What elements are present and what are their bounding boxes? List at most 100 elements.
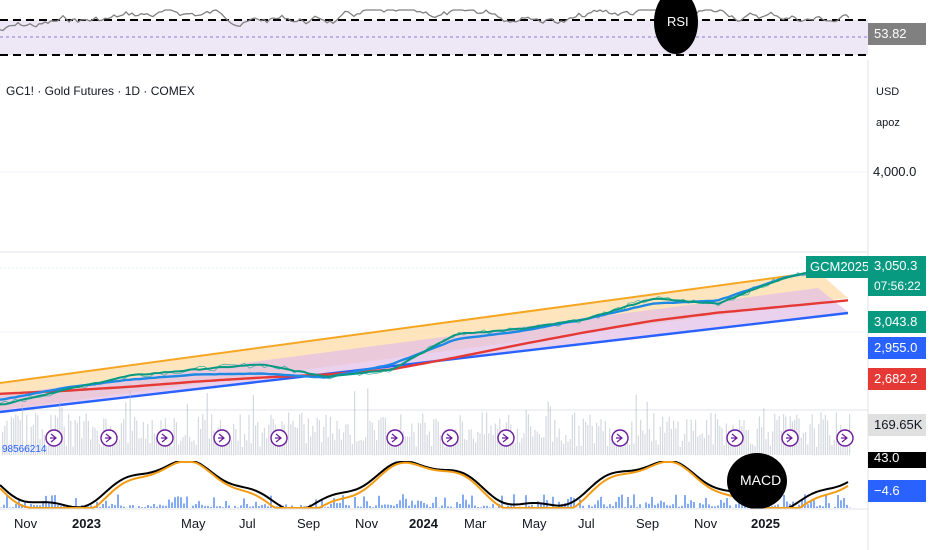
rsi-panel[interactable]	[0, 0, 868, 56]
volume-bar	[607, 445, 609, 455]
volume-bar	[382, 417, 384, 455]
volume-bar	[750, 443, 752, 455]
volume-bar	[818, 424, 820, 455]
macd-hist-bar	[537, 501, 539, 508]
macd-panel[interactable]	[0, 453, 851, 509]
macd-hist-bar	[264, 504, 266, 508]
macd-hist-bar	[678, 506, 680, 508]
symbol-title[interactable]: GC1! · Gold Futures · 1D · COMEX	[6, 84, 195, 98]
volume-bar	[679, 446, 681, 455]
macd-hist-bar	[90, 505, 92, 508]
macd-hist-bar	[207, 505, 209, 508]
macd-hist-bar	[618, 496, 620, 508]
volume-bar	[668, 416, 670, 455]
volume-bar	[774, 413, 776, 455]
volume-bar	[530, 426, 532, 455]
macd-hist-bar	[162, 505, 164, 508]
volume-bar	[120, 423, 122, 455]
macd-hist-bar	[531, 504, 533, 508]
macd-hist-bar	[219, 506, 221, 508]
volume-bar	[543, 437, 545, 455]
volume-bar	[547, 401, 549, 455]
volume-bar	[241, 446, 243, 455]
volume-bar	[65, 445, 67, 455]
event-arrow-icon	[161, 433, 168, 443]
macd-hist-bar	[507, 505, 509, 508]
volume-bar	[411, 423, 413, 455]
volume-bar	[398, 437, 400, 455]
volume-bar	[536, 431, 538, 455]
volume-bar	[464, 439, 466, 455]
contract-badge: GCM2025	[806, 256, 869, 278]
macd-hist-bar	[201, 504, 203, 508]
macd-hist-bar	[708, 504, 710, 508]
macd-hist-bar	[660, 500, 662, 508]
macd-hist-bar	[648, 503, 650, 508]
volume-bar	[334, 440, 336, 455]
volume-bar	[433, 419, 435, 455]
macd-hist-bar	[486, 505, 488, 508]
volume-bar	[598, 426, 600, 455]
volume-bar	[541, 437, 543, 455]
volume-bar	[615, 437, 617, 455]
volume-bar	[712, 444, 714, 455]
volume-bar	[545, 416, 547, 455]
macd-hist-bar	[603, 504, 605, 508]
volume-bar	[745, 429, 747, 455]
volume-bar	[61, 407, 63, 455]
macd-hist-bar	[657, 503, 659, 508]
volume-bar	[316, 417, 318, 455]
macd-hist-bar	[138, 506, 140, 508]
volume-bar	[525, 410, 527, 455]
volume-bar	[556, 437, 558, 455]
volume-bar	[701, 433, 703, 455]
macd-hist-bar	[117, 494, 119, 508]
volume-bar	[560, 440, 562, 455]
price-channel	[0, 271, 849, 414]
macd-hist-bar	[774, 505, 776, 508]
volume-bar	[596, 422, 598, 455]
volume-left-value: 98566214	[2, 444, 47, 455]
macd-hist-bar	[699, 503, 701, 508]
volume-bar	[409, 436, 411, 455]
macd-hist-bar	[399, 500, 401, 508]
event-markers[interactable]	[45, 429, 854, 447]
macd-hist-bar	[525, 495, 527, 508]
macd-hist-bar	[375, 505, 377, 508]
volume-bar	[714, 413, 716, 455]
event-arrow-icon	[446, 433, 453, 443]
macd-hist-bar	[621, 494, 623, 508]
volume-bar	[673, 420, 675, 455]
volume-bar	[402, 431, 404, 455]
volume-bar	[46, 446, 48, 455]
macd-hist-bar	[432, 502, 434, 508]
volume-bar	[813, 428, 815, 455]
macd-hist-bar	[483, 505, 485, 508]
macd-hist-bar	[840, 500, 842, 508]
time-axis-label: May	[181, 516, 206, 531]
macd-hist-bar	[54, 495, 56, 508]
volume-bar	[662, 416, 664, 455]
volume-bar	[633, 443, 635, 455]
volume-bar	[519, 442, 521, 455]
macd-hist-bar	[195, 504, 197, 508]
volume-bar	[802, 432, 804, 455]
volume-bar	[307, 418, 309, 455]
macd-hist-bar	[237, 507, 239, 508]
volume-bar	[230, 439, 232, 455]
volume-bar	[290, 424, 292, 455]
volume-bar	[721, 428, 723, 455]
currency-label[interactable]: USD	[876, 86, 900, 98]
macd-hist-bar	[441, 505, 443, 508]
event-arrow-icon	[275, 433, 282, 443]
channel-inner-fill	[0, 288, 848, 412]
volume-bar	[424, 422, 426, 455]
volume-bar	[200, 429, 202, 455]
event-arrow-icon	[616, 433, 623, 443]
macd-hist-bar	[786, 501, 788, 508]
volume-bar	[197, 417, 199, 455]
macd-hist-bar	[543, 494, 545, 508]
macd-hist-bar	[105, 500, 107, 508]
macd-hist-bar	[402, 494, 404, 508]
